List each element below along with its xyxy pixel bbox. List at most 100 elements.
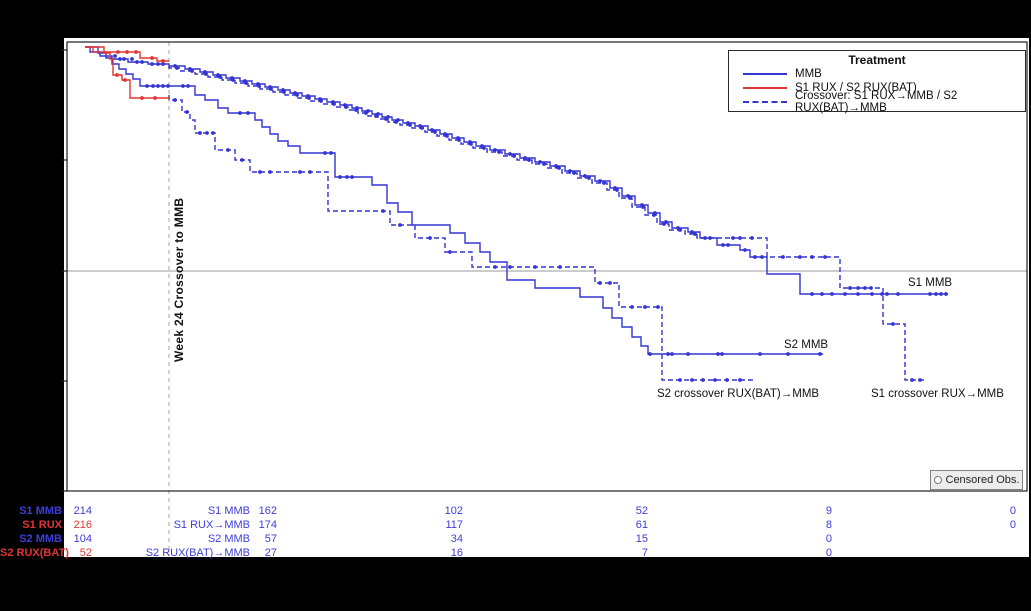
censor-mark-s2_crossover (226, 148, 230, 152)
curve-label-s2-mmb: S2 MMB (784, 339, 829, 351)
censor-mark-s1_crossover (542, 162, 546, 166)
censor-mark-s2_mmb (186, 84, 190, 88)
legend-entry-mmb: MMB (729, 67, 1025, 81)
legend-title: Treatment (848, 53, 906, 67)
plot-frame (66, 41, 1028, 492)
censor-mark-s2_crossover (173, 98, 177, 102)
at-risk-row-label: S1 RUX (22, 519, 62, 531)
censor-mark-s2_mmb (720, 352, 724, 356)
censor-mark-s1_mmb (870, 292, 874, 296)
censor-mark-s2_mmb (151, 84, 155, 88)
censor-mark-s2_crossover (298, 170, 302, 174)
censor-mark-s1_crossover (244, 81, 248, 85)
mmb-line-swatch (743, 73, 787, 75)
censor-mark-s2_crossover (398, 223, 402, 227)
censor-mark-s2_mmb (648, 352, 652, 356)
at-risk-row-label: S2 MMB (19, 533, 62, 545)
at-risk-count: 0 (825, 547, 832, 559)
at-risk-count: 214 (73, 505, 92, 517)
censor-mark-s1_crossover (557, 166, 561, 170)
censor-mark-s1_crossover (307, 96, 311, 100)
censor-mark-s2_mmb (670, 352, 674, 356)
censor-mark-s1_crossover (587, 176, 591, 180)
censor-mark-s1_crossover (572, 171, 576, 175)
at-risk-count: 61 (635, 519, 648, 531)
censor-mark-s1_crossover (394, 120, 398, 124)
censor-mark-s2_crossover (678, 378, 682, 382)
curve-s1_rux (85, 46, 169, 62)
censor-mark-s2_mmb (181, 84, 185, 88)
censor-mark-s1_rux (150, 56, 154, 60)
censor-mark-s1_mmb (583, 174, 587, 178)
at-risk-count: 57 (264, 533, 277, 545)
censor-mark-s1_mmb (721, 243, 725, 247)
censor-mark-s1_crossover (344, 105, 348, 109)
censor-mark-s2_crossover (656, 305, 660, 309)
at-risk-count: 8 (825, 519, 832, 531)
censor-mark-s1_mmb (760, 255, 764, 259)
legend-entry-label: Crossover: S1 RUX→MMB / S2 RUX(BAT)→MMB (795, 90, 958, 114)
censor-mark-s1_mmb (896, 292, 900, 296)
censor-mark-s1_mmb (743, 248, 747, 252)
censor-mark-s1_crossover (319, 99, 323, 103)
censor-mark-s2_crossover (690, 378, 694, 382)
legend-entry-rux: S1 RUX / S2 RUX(BAT) (729, 81, 1025, 95)
censor-mark-s1_mmb (939, 292, 943, 296)
censor-mark-s1_crossover (408, 123, 412, 127)
at-risk-count: 7 (641, 547, 648, 559)
censor-mark-s1_crossover (175, 66, 179, 70)
at-risk-row-label: S2 RUX(BAT) (0, 547, 69, 559)
censor-mark-s2_rux_bat (115, 73, 119, 77)
censor-mark-s2_mmb (686, 352, 690, 356)
censor-mark-s2_crossover (448, 250, 452, 254)
at-risk-group-label: S2 MMB (207, 533, 250, 545)
at-risk-group-label: S1 MMB (207, 505, 250, 517)
censor-mark-s1_mmb (885, 292, 889, 296)
censor-mark-s2_crossover (428, 236, 432, 240)
censor-mark-s2_mmb (156, 84, 160, 88)
censor-mark-s1_mmb (843, 292, 847, 296)
censor-mark-s1_mmb (493, 148, 497, 152)
censor-mark-s1_mmb (150, 62, 154, 66)
censor-mark-s2_rux_bat (123, 78, 127, 82)
censor-mark-s1_mmb (161, 62, 165, 66)
at-risk-count: 174 (258, 519, 277, 531)
censor-mark-s1_mmb (944, 292, 948, 296)
censor-mark-s1_crossover (910, 378, 914, 382)
curve-s2_crossover (168, 95, 753, 381)
legend-entry-crossover: Crossover: S1 RUX→MMB / S2 RUX(BAT)→MMB (729, 90, 1025, 114)
censor-mark-s1_mmb (538, 160, 542, 164)
censor-mark-s1_crossover (798, 255, 802, 259)
censor-mark-s2_mmb (246, 111, 250, 115)
censor-mark-s1_mmb (156, 62, 160, 66)
censor-mark-s1_crossover (433, 130, 437, 134)
censor-mark-s2_crossover (643, 305, 647, 309)
censored-marker-icon (933, 476, 942, 484)
censor-mark-s1_crossover (445, 134, 449, 138)
at-risk-count: 102 (444, 505, 463, 517)
at-risk-count: 9 (825, 505, 832, 517)
censor-mark-s2_mmb (166, 84, 170, 88)
censor-mark-s1_crossover (204, 72, 208, 76)
censor-mark-s2_crossover (205, 131, 209, 135)
censor-mark-s1_crossover (856, 286, 860, 290)
censor-mark-s1_rux (116, 50, 120, 54)
censor-mark-s1_crossover (497, 150, 501, 154)
censor-mark-s1_mmb (690, 230, 694, 234)
censor-mark-s1_crossover (527, 158, 531, 162)
censor-mark-s1_crossover (602, 181, 606, 185)
curve-label-s2-crossover: S2 crossover RUX(BAT)→MMB (657, 388, 820, 400)
censor-mark-s1_crossover (257, 84, 261, 88)
censor-mark-s1_crossover (615, 188, 619, 192)
censor-mark-s2_crossover (738, 378, 742, 382)
figure-background (64, 38, 1029, 557)
censor-mark-s2_mmb (350, 175, 354, 179)
censor-mark-s2_mmb (666, 352, 670, 356)
censor-mark-s2_crossover (185, 110, 189, 114)
censor-mark-s1_crossover (218, 75, 222, 79)
censor-mark-s2_mmb (329, 151, 333, 155)
censor-mark-s2_crossover (713, 378, 717, 382)
censor-mark-s1_crossover (332, 102, 336, 106)
